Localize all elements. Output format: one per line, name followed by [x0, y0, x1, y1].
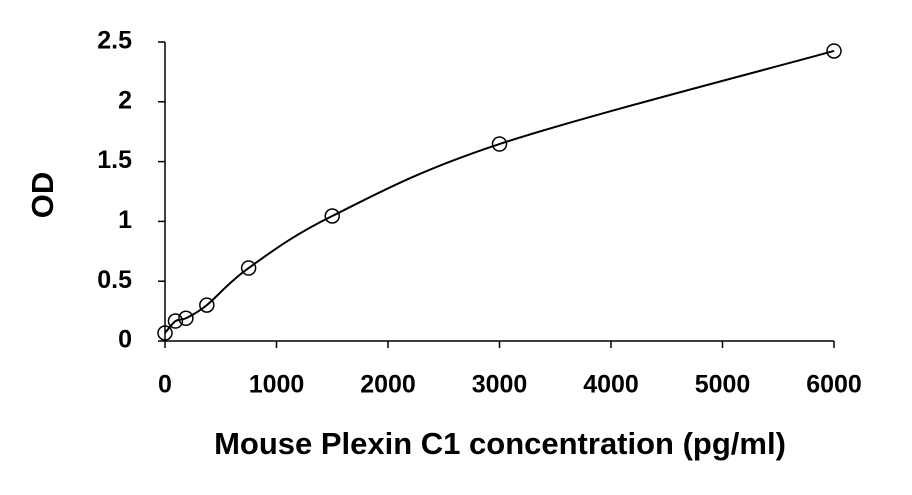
x-tick-label: 4000	[583, 371, 639, 399]
x-tick-label: 2000	[360, 371, 416, 399]
y-tick-label: 1	[118, 206, 132, 234]
x-tick-label: 1000	[249, 371, 305, 399]
x-tick-label: 6000	[806, 371, 862, 399]
data-point	[240, 260, 257, 276]
data-point	[826, 43, 842, 59]
y-tick-label: 0.5	[97, 266, 132, 294]
y-tick-label: 1.5	[97, 146, 132, 174]
y-tick-label: 2	[118, 86, 132, 114]
data-point	[157, 325, 173, 341]
x-tick-label: 5000	[695, 371, 751, 399]
y-axis-label: OD	[25, 172, 60, 219]
y-tick-label: 0	[118, 326, 132, 354]
data-point	[324, 208, 340, 224]
y-tick-label: 2.5	[97, 27, 132, 55]
data-point	[199, 297, 215, 313]
data-point	[491, 136, 508, 152]
data-point	[178, 310, 194, 327]
fit-curve	[164, 50, 835, 334]
x-tick-label: 0	[158, 371, 172, 399]
x-tick-label: 3000	[472, 371, 528, 399]
data-point	[167, 313, 184, 329]
x-axis-label: Mouse Plexin C1 concentration (pg/ml)	[214, 426, 786, 461]
